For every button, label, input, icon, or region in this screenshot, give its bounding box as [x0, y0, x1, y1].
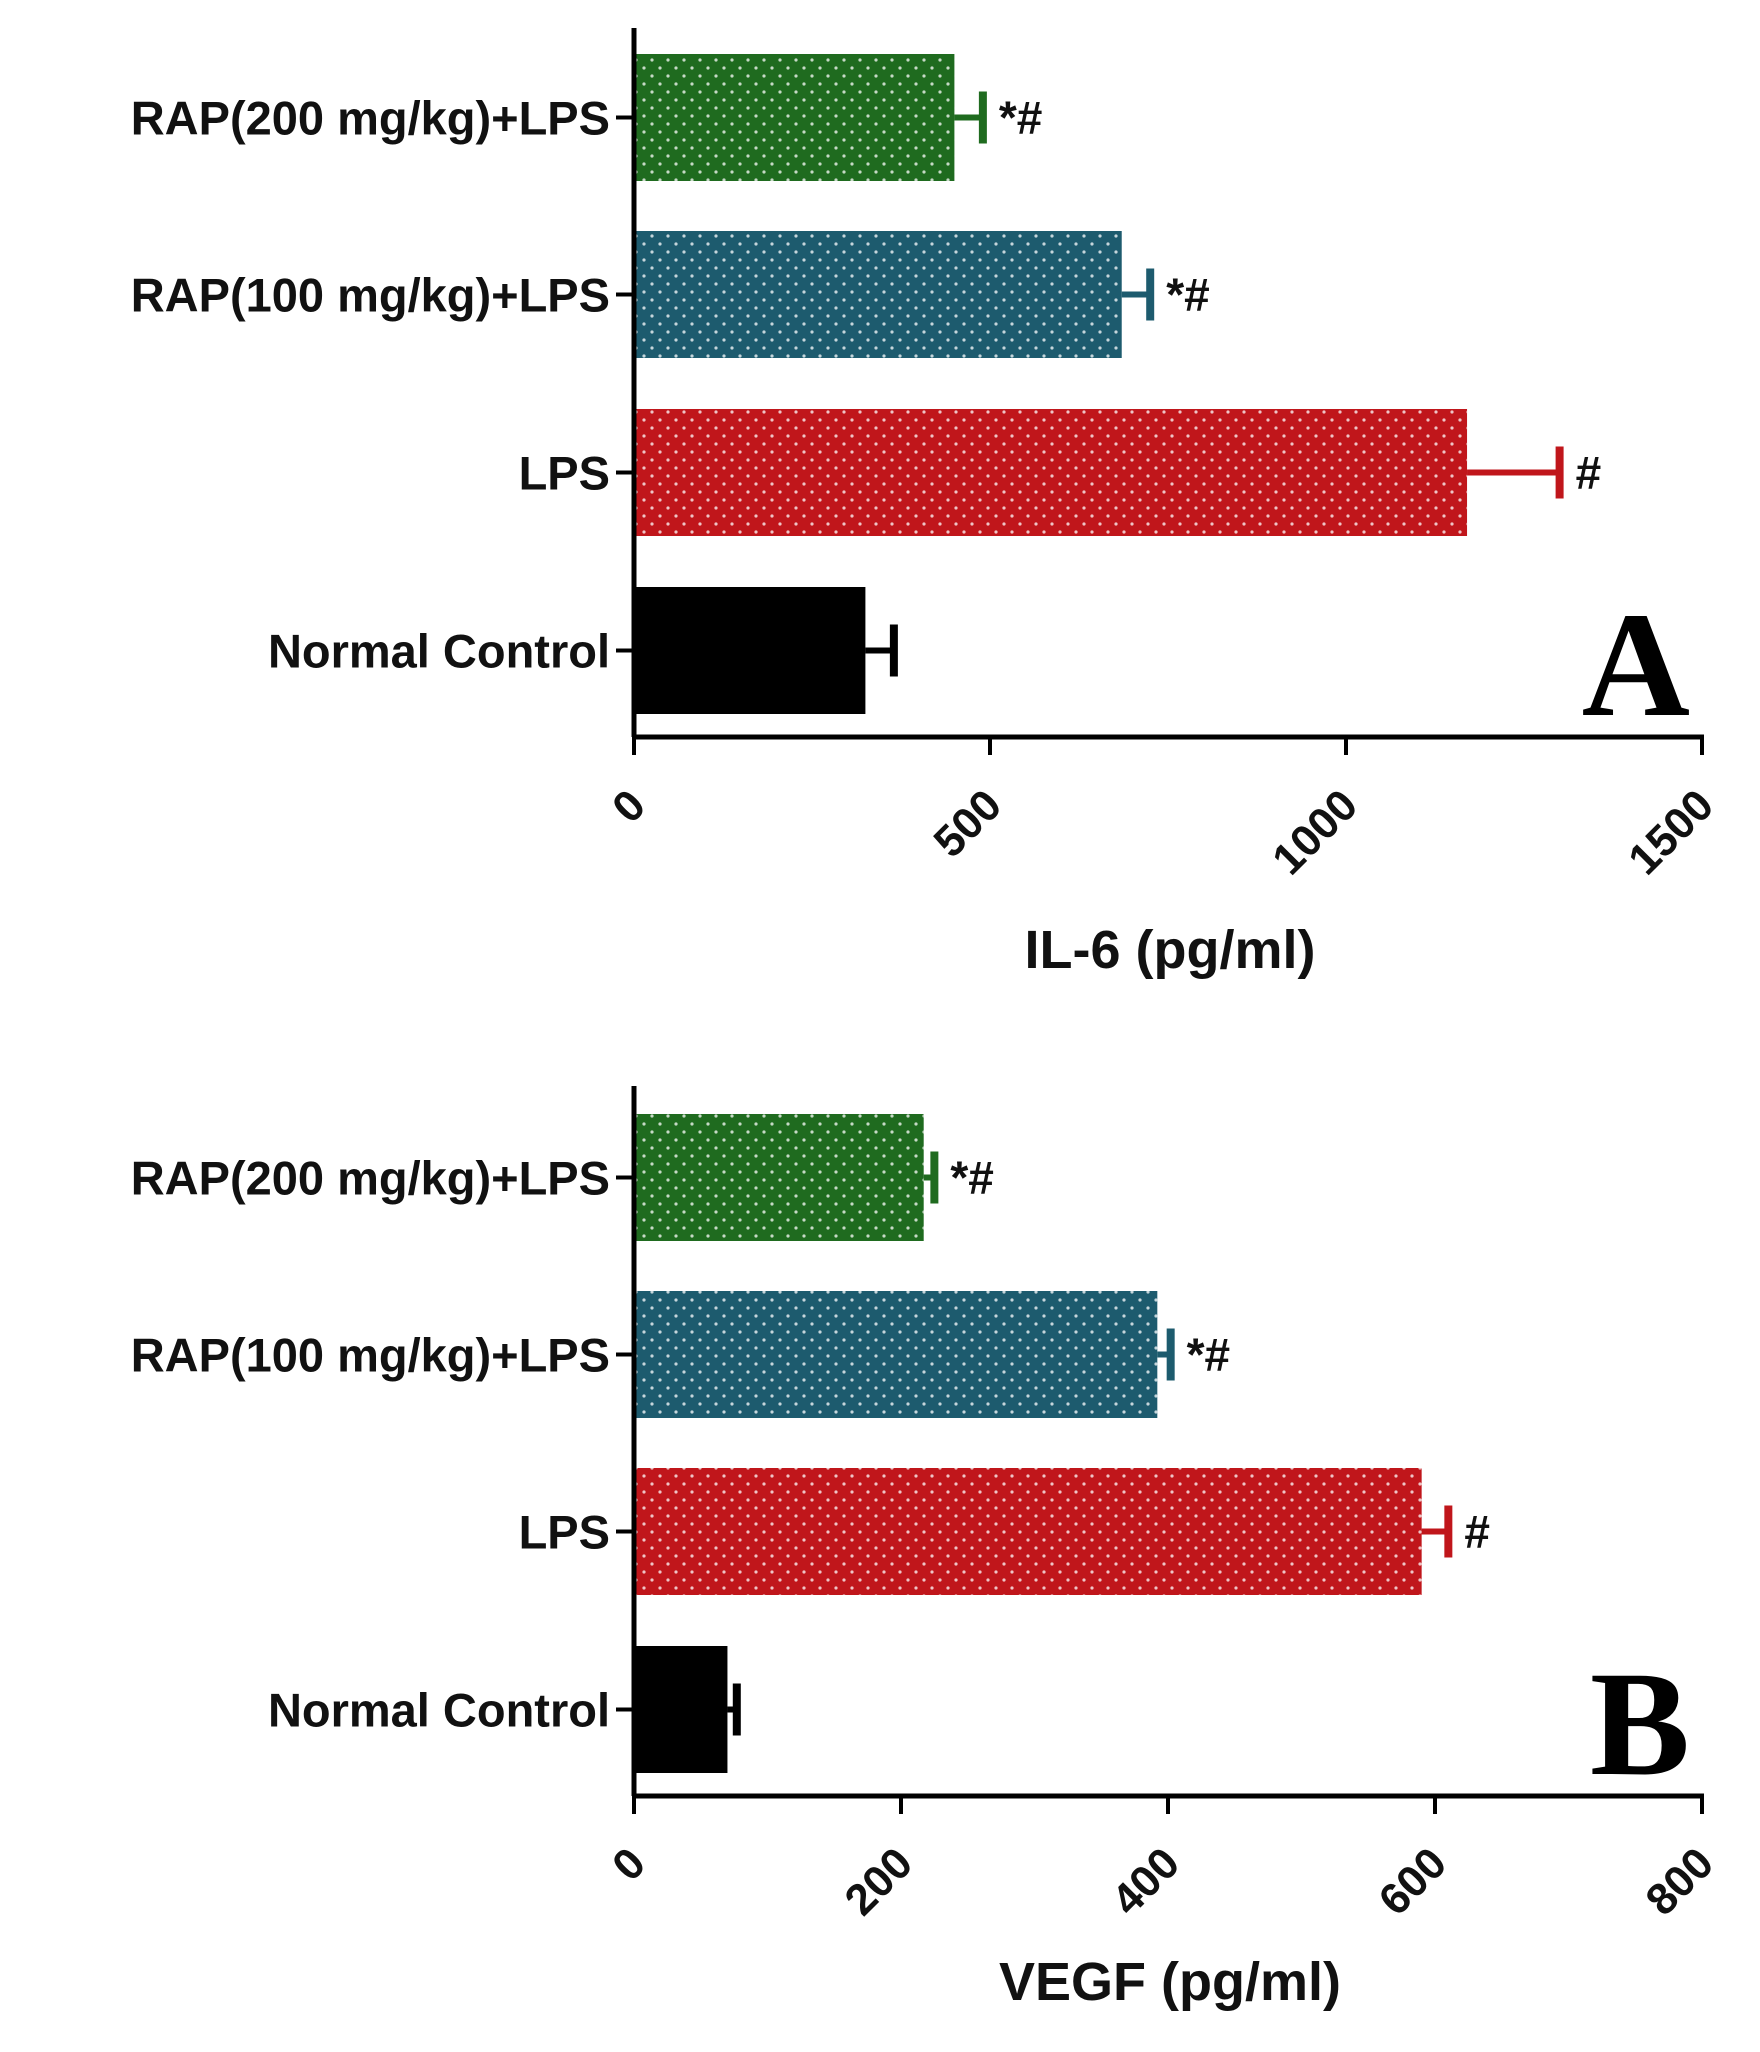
panel-a-error-bar-3	[1467, 446, 1564, 499]
panel-b-bar-pattern-3	[634, 1468, 1422, 1595]
panel-a-bar-pattern-3	[634, 409, 1468, 536]
panel-b-x-axis-title: VEGF (pg/ml)	[999, 1952, 1341, 2012]
panel-a-category-label-1: RAP(200 mg/kg)+LPS	[131, 92, 610, 145]
panel-a-bar-4	[634, 587, 866, 714]
panel-a-category-label-3: LPS	[519, 447, 610, 500]
panel-b-error-bar-3	[1421, 1505, 1453, 1558]
panel-b-x-tick-label-5: 800	[1637, 1838, 1724, 1925]
panel-b-error-bar-1	[923, 1151, 939, 1204]
panel-a-bar-pattern-2	[634, 231, 1122, 358]
panel-b-error-bar-4	[727, 1683, 741, 1736]
panel-b-annotation-1: *#	[950, 1152, 993, 1204]
panel-a-category-label-2: RAP(100 mg/kg)+LPS	[131, 269, 610, 322]
panel-b-category-label-1: RAP(200 mg/kg)+LPS	[131, 1152, 610, 1205]
panel-a-x-axis-title: IL-6 (pg/ml)	[1025, 920, 1316, 980]
panel-a-error-bar-1	[954, 91, 987, 144]
panel-a-annotation-2: *#	[1166, 269, 1209, 321]
panel-b-x-tick-label-3: 400	[1103, 1838, 1190, 1925]
panel-b: *# RAP(200 mg/kg)+LPS *# RAP(100 mg/kg)+LPS…	[131, 1086, 1723, 2012]
panel-b-category-label-3: LPS	[519, 1506, 610, 1559]
panel-b-category-label-2: RAP(100 mg/kg)+LPS	[131, 1329, 610, 1382]
panel-b-x-tick-label-1: 0	[603, 1838, 655, 1890]
panel-a-x-tick-label-2: 500	[925, 780, 1012, 867]
panel-b-bar-pattern-1	[634, 1114, 924, 1241]
panel-b-panel-letter: B	[1590, 1641, 1690, 1807]
panel-a-x-tick-label-3: 1000	[1263, 780, 1367, 884]
panel-a-bar-pattern-1	[634, 54, 955, 181]
panel-b-error-bar-2	[1157, 1328, 1175, 1381]
panel-a-error-bar-2	[1121, 268, 1155, 321]
panel-a-annotation-3: #	[1576, 447, 1602, 499]
panel-a-annotation-1: *#	[999, 92, 1042, 144]
panel-b-x-tick-label-4: 600	[1370, 1838, 1457, 1925]
panel-b-annotation-2: *#	[1187, 1329, 1230, 1381]
panel-a-category-label-4: Normal Control	[268, 625, 610, 678]
panel-a-panel-letter: A	[1582, 582, 1690, 748]
panel-b-category-label-4: Normal Control	[268, 1684, 610, 1737]
panel-a-x-tick-label-1: 0	[603, 780, 655, 832]
panel-b-bar-4	[634, 1646, 728, 1773]
panel-b-x-tick-label-2: 200	[836, 1838, 923, 1925]
panel-a-x-tick-label-4: 1500	[1619, 780, 1723, 884]
panel-b-bar-pattern-2	[634, 1291, 1158, 1418]
panel-a-error-bar-4	[865, 624, 898, 677]
panel-a: *# RAP(200 mg/kg)+LPS *# RAP(100 mg/kg)+LPS…	[131, 28, 1723, 980]
panel-b-annotation-3: #	[1464, 1506, 1490, 1558]
